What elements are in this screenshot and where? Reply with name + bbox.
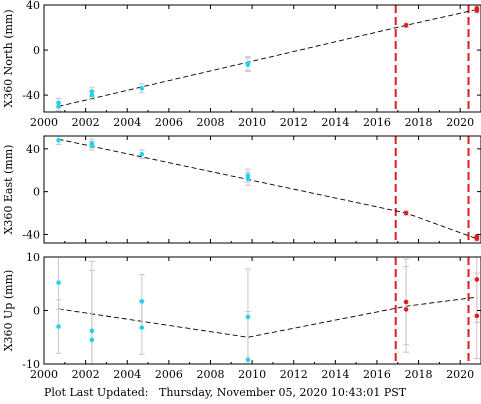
data-point-up-0-3 [89,337,95,343]
trend-line-east [58,138,477,240]
data-point-north-0-2 [89,89,95,95]
x-tick-label-up-4: 2008 [196,368,224,381]
plot-area-east [55,136,480,243]
x-tick-label-north-3: 2006 [155,116,183,129]
data-point-east-0-5 [245,176,251,182]
data-point-north-1-0 [403,22,409,28]
y-tick-label-east-0: -40 [22,228,40,241]
y-tick-label-up-2: 10 [26,251,40,264]
x-tick-label-north-6: 2012 [280,116,308,129]
x-tick-label-north-8: 2016 [363,116,391,129]
data-point-east-0-3 [139,151,145,157]
x-tick-label-up-0: 2000 [30,368,58,381]
data-point-north-0-4 [139,86,145,91]
x-tick-label-north-9: 2018 [405,116,433,129]
y-tick-label-east-2: 40 [26,143,40,156]
x-tick-label-up-9: 2018 [405,368,433,381]
axes-frame-north [43,4,481,113]
data-point-up-0-2 [89,328,95,334]
footer-timestamp: Thursday, November 05, 2020 10:43:01 PST [158,386,407,399]
panel-east: -40 0 40 X360 East (mm) [2,135,481,244]
data-point-north-1-2 [474,6,480,11]
data-point-up-0-5 [139,325,145,330]
x-tick-label-up-3: 2006 [155,368,183,381]
x-tick-label-north-1: 2002 [72,116,100,129]
y-tick-label-east-1: 0 [33,186,40,199]
data-point-east-0-0 [56,137,61,143]
y-tick-label-north-2: 40 [26,0,40,12]
data-point-north-0-6 [245,62,251,67]
x-tick-label-up-2: 2004 [113,368,141,381]
data-point-east-1-2 [474,236,480,242]
x-tick-label-north-10: 2020 [446,116,474,129]
x-tick-label-north-2: 2004 [113,116,141,129]
panel-up: 2000 2002 2004 2006 2008 2010 2012 2014 2016 2018… [2,251,481,381]
x-tick-label-north-0: 2000 [30,116,58,129]
footer-label: Plot Last Updated: [44,386,149,399]
data-point-up-0-1 [56,324,61,329]
data-point-up-1-3 [474,313,480,319]
x-tick-label-up-6: 2012 [280,368,308,381]
trend-line-up [58,296,477,338]
data-point-north-0-3 [89,92,95,98]
y-tick-label-north-0: -40 [22,89,40,102]
y-tick-label-north-1: 0 [33,44,40,57]
panel-north: 2000 2002 2004 2006 2008 2010 2012 2014 2016 2018… [2,0,481,129]
data-point-up-1-1 [403,307,409,312]
data-point-east-1-0 [403,210,409,216]
data-point-north-0-0 [56,100,61,106]
data-point-up-1-0 [403,299,409,305]
plot-area-north [55,5,480,112]
data-point-up-1-2 [474,277,480,282]
y-tick-label-up-1: 0 [33,305,40,318]
y-axis-label-east: X360 East (mm) [2,145,15,235]
x-tick-label-up-5: 2010 [238,368,266,381]
y-axis-label-up: X360 Up (mm) [2,270,15,352]
data-point-up-0-6 [245,314,251,320]
plot-area-up [55,257,480,364]
data-point-up-0-7 [245,357,251,363]
axes-frame-up [43,256,481,365]
y-tick-label-up-0: -10 [22,358,40,371]
x-tick-label-up-8: 2016 [363,368,391,381]
x-tick-label-north-5: 2010 [238,116,266,129]
y-axis-label-north: X360 North (mm) [2,9,15,107]
x-tick-label-up-7: 2014 [321,368,349,381]
x-tick-label-up-10: 2020 [446,368,474,381]
data-point-east-0-2 [89,143,95,148]
data-point-north-0-1 [56,104,61,109]
data-point-east-0-4 [245,173,251,178]
footer: Plot Last Updated: Thursday, November 05… [44,386,406,399]
axes-frame-east [43,135,481,244]
x-tick-label-up-1: 2002 [72,368,100,381]
x-tick-label-north-7: 2014 [321,116,349,129]
trend-line-north [58,9,477,107]
x-tick-label-north-4: 2008 [196,116,224,129]
data-point-up-0-4 [139,299,145,304]
data-point-up-0-0 [56,280,61,285]
